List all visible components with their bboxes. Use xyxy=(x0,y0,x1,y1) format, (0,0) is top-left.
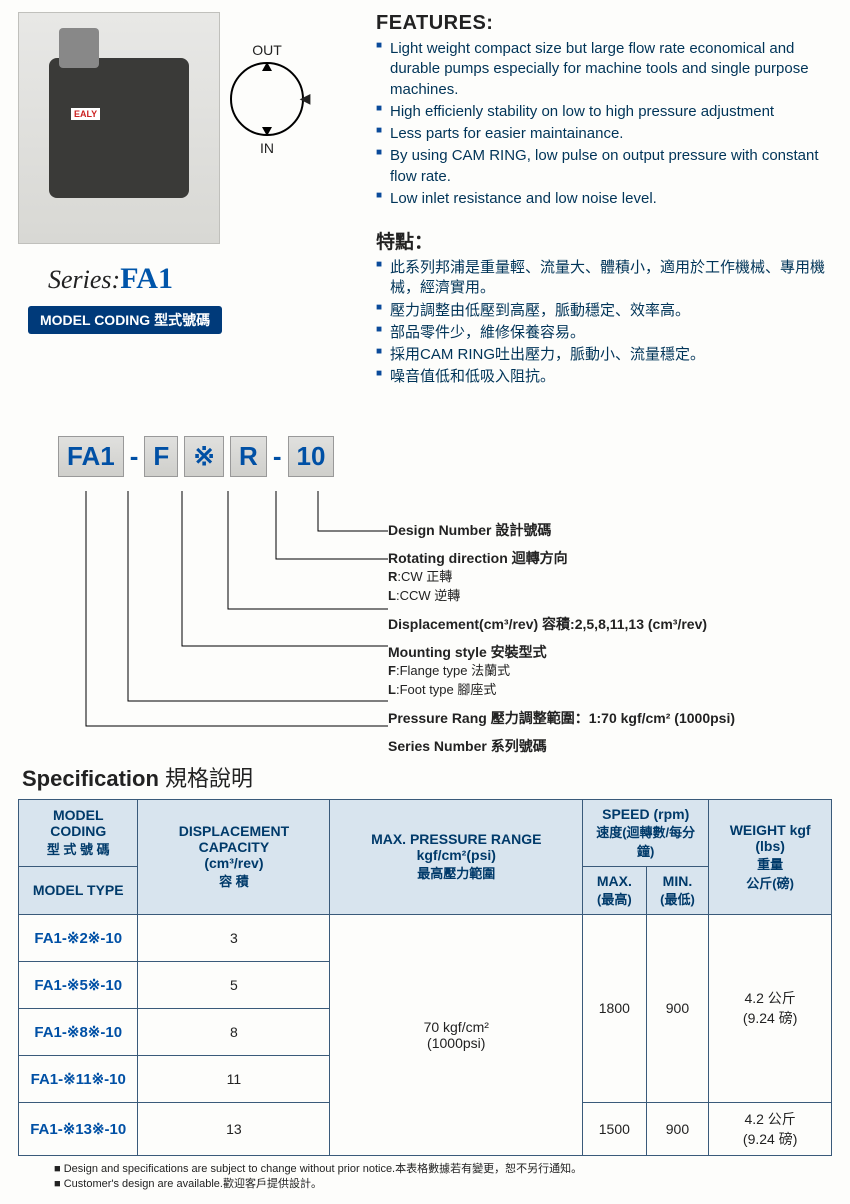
top-section: EALY OUT ◄ IN Series:FA1 MODEL CODING 型式… xyxy=(18,12,832,406)
th-model-coding: MODEL CODING型 式 號 碼 xyxy=(19,799,138,866)
flow-circle-icon: ◄ xyxy=(230,62,304,136)
legend-item: Design Number 設計號碼 xyxy=(388,521,735,539)
cell-displacement: 13 xyxy=(138,1102,330,1155)
model-coding-badge: MODEL CODING 型式號碼 xyxy=(28,306,222,334)
legend-item: Pressure Rang 壓力調整範圍：1:70 kgf/cm² (1000p… xyxy=(388,709,735,727)
legend-item: Displacement(cm³/rev) 容積:2,5,8,11,13 (cm… xyxy=(388,615,735,633)
cell-displacement: 8 xyxy=(138,1008,330,1055)
th-speed: SPEED (rpm)速度(迴轉數/每分鐘) xyxy=(583,799,709,866)
feature-item: Less parts for easier maintainance. xyxy=(376,124,832,144)
feature-item: Light weight compact size but large flow… xyxy=(376,39,832,100)
footnote: Design and specifications are subject to… xyxy=(54,1162,832,1177)
flow-diagram: OUT ◄ IN xyxy=(230,42,304,156)
pump-image: EALY xyxy=(18,12,220,244)
cell-pressure: 70 kgf/cm² (1000psi) xyxy=(330,914,583,1155)
legend-lines xyxy=(18,491,388,751)
cell-displacement: 11 xyxy=(138,1055,330,1102)
feature-item-cn: 噪音值低和低吸入阻抗。 xyxy=(376,367,832,387)
footnote: Customer's design are available.歡迎客戶提供設計… xyxy=(54,1177,832,1192)
cell-speed-min: 900 xyxy=(646,914,709,1102)
features-column: FEATURES: Light weight compact size but … xyxy=(376,12,832,406)
legend-item: Series Number 系列號碼 xyxy=(388,737,735,755)
feature-item-cn: 壓力調整由低壓到高壓，脈動穩定、效率高。 xyxy=(376,301,832,321)
feature-item: By using CAM RING, low pulse on output p… xyxy=(376,146,832,187)
cell-model: FA1-※11※-10 xyxy=(19,1055,138,1102)
code-segment: ※ xyxy=(184,436,224,477)
table-row: FA1-※2※-10370 kgf/cm² (1000psi)18009004.… xyxy=(19,914,832,961)
cell-speed-max: 1500 xyxy=(583,1102,647,1155)
cell-speed-max: 1800 xyxy=(583,914,647,1102)
th-displacement: DISPLACEMENT CAPACITY(cm³/rev)容 積 xyxy=(138,799,330,914)
code-boxes: FA1-F※R-10 xyxy=(58,436,832,477)
in-label: IN xyxy=(260,140,274,156)
cell-speed-min: 900 xyxy=(646,1102,709,1155)
spec-table: MODEL CODING型 式 號 碼 DISPLACEMENT CAPACIT… xyxy=(18,799,832,1156)
cell-weight: 4.2 公斤 (9.24 磅) xyxy=(709,914,832,1102)
coding-legend: Design Number 設計號碼 Rotating direction 迴轉方… xyxy=(18,491,832,751)
cell-model: FA1-※5※-10 xyxy=(19,961,138,1008)
th-speed-max: MAX.(最高) xyxy=(583,866,647,914)
model-coding-section: FA1-F※R-10 Design Number 設計號碼Rotating di… xyxy=(18,436,832,751)
cell-model: FA1-※13※-10 xyxy=(19,1102,138,1155)
product-area: EALY OUT ◄ IN xyxy=(18,12,358,244)
spec-heading: Specification 規格說明 xyxy=(22,761,832,793)
cell-model: FA1-※2※-10 xyxy=(19,914,138,961)
pump-brand-label: EALY xyxy=(71,108,100,120)
cell-model: FA1-※8※-10 xyxy=(19,1008,138,1055)
feature-item-cn: 採用CAM RING吐出壓力，脈動小、流量穩定。 xyxy=(376,345,832,365)
legend-item: Mounting style 安裝型式F:Flange type 法蘭式L:Fo… xyxy=(388,643,735,699)
code-segment: R xyxy=(230,436,267,477)
left-column: EALY OUT ◄ IN Series:FA1 MODEL CODING 型式… xyxy=(18,12,358,406)
cell-displacement: 5 xyxy=(138,961,330,1008)
feature-item-cn: 此系列邦浦是重量輕、流量大、體積小，適用於工作機械、專用機械，經濟實用。 xyxy=(376,258,832,299)
code-segment: 10 xyxy=(288,436,335,477)
feature-item-cn: 部品零件少，維修保養容易。 xyxy=(376,323,832,343)
legend-item: Rotating direction 迴轉方向R:CW 正轉L:CCW 逆轉 xyxy=(388,549,735,605)
feature-item: Low inlet resistance and low noise level… xyxy=(376,189,832,209)
cell-weight: 4.2 公斤 (9.24 磅) xyxy=(709,1102,832,1155)
code-dash: - xyxy=(130,441,139,472)
cell-displacement: 3 xyxy=(138,914,330,961)
series-prefix: Series: xyxy=(48,265,120,294)
footnotes: Design and specifications are subject to… xyxy=(54,1162,832,1193)
features-heading-cn: 特點： xyxy=(376,227,832,254)
features-list-cn: 此系列邦浦是重量輕、流量大、體積小，適用於工作機械、專用機械，經濟實用。壓力調整… xyxy=(376,258,832,388)
code-segment: FA1 xyxy=(58,436,124,477)
features-list-en: Light weight compact size but large flow… xyxy=(376,39,832,209)
code-segment: F xyxy=(144,436,178,477)
feature-item: High efficienly stability on low to high… xyxy=(376,102,832,122)
th-pressure: MAX. PRESSURE RANGE kgf/cm²(psi)最高壓力範圍 xyxy=(330,799,583,914)
code-dash: - xyxy=(273,441,282,472)
th-speed-min: MIN.(最低) xyxy=(646,866,709,914)
series-name: FA1 xyxy=(120,262,173,295)
th-weight: WEIGHT kgf (lbs)重量公斤(磅) xyxy=(709,799,832,914)
features-heading-en: FEATURES: xyxy=(376,12,832,35)
th-model-type: MODEL TYPE xyxy=(19,866,138,914)
series-title: Series:FA1 xyxy=(48,262,358,296)
out-label: OUT xyxy=(252,42,282,58)
